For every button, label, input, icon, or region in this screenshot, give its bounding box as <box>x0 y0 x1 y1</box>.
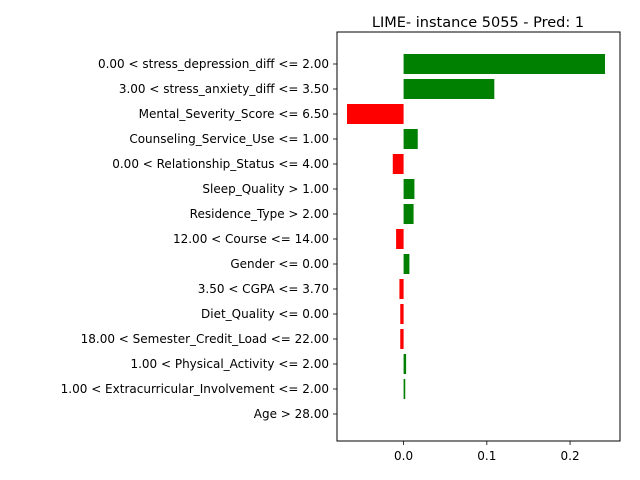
bar-11 <box>400 329 404 349</box>
bar-13 <box>403 379 406 399</box>
bar-4 <box>392 154 404 174</box>
category-label-7: 12.00 < Course <= 14.00 <box>173 232 329 246</box>
bar-3 <box>403 129 418 149</box>
bar-8 <box>403 254 410 274</box>
category-label-11: 18.00 < Semester_Credit_Load <= 22.00 <box>81 332 329 346</box>
bar-5 <box>403 179 415 199</box>
bar-1 <box>403 79 495 99</box>
plot-frame <box>336 31 621 442</box>
bar-6 <box>403 204 414 224</box>
category-label-3: Counseling_Service_Use <= 1.00 <box>129 132 329 146</box>
bar-10 <box>400 304 404 324</box>
x-axis: 0.0 0.1 0.2 <box>394 441 580 463</box>
category-label-0: 0.00 < stress_depression_diff <= 2.00 <box>98 57 329 71</box>
chart-title: LIME- instance 5055 - Pred: 1 <box>372 15 584 31</box>
category-label-14: Age > 28.00 <box>254 407 329 421</box>
bars-group <box>346 54 606 399</box>
category-label-4: 0.00 < Relationship_Status <= 4.00 <box>112 157 329 171</box>
x-tick-label-0: 0.0 <box>394 449 413 463</box>
category-label-13: 1.00 < Extracurricular_Involvement <= 2.… <box>61 382 329 396</box>
category-labels-group: 0.00 < stress_depression_diff <= 2.00 3.0… <box>61 57 337 421</box>
category-label-12: 1.00 < Physical_Activity <= 2.00 <box>130 357 329 371</box>
category-label-5: Sleep_Quality > 1.00 <box>202 182 329 196</box>
x-tick-label-2: 0.2 <box>561 449 580 463</box>
bar-0 <box>403 54 606 74</box>
category-label-2: Mental_Severity_Score <= 6.50 <box>139 107 329 121</box>
category-label-9: 3.50 < CGPA <= 3.70 <box>198 282 329 296</box>
category-label-6: Residence_Type > 2.00 <box>190 207 329 221</box>
bar-7 <box>396 229 404 249</box>
x-tick-label-1: 0.1 <box>477 449 496 463</box>
bar-2 <box>346 104 404 124</box>
category-label-1: 3.00 < stress_anxiety_diff <= 3.50 <box>119 82 329 96</box>
category-label-8: Gender <= 0.00 <box>230 257 329 271</box>
category-label-10: Diet_Quality <= 0.00 <box>201 307 329 321</box>
bar-9 <box>399 279 404 299</box>
bar-12 <box>403 354 407 374</box>
